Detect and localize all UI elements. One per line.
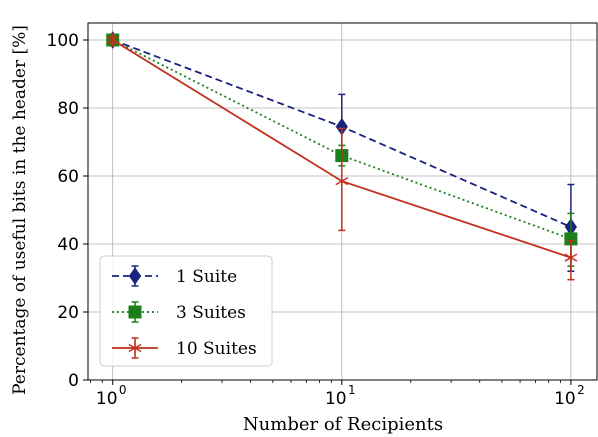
plot-frame <box>87 22 598 381</box>
x-tick-exponent: 1 <box>348 383 356 397</box>
legend-box <box>99 255 273 367</box>
legend-marker <box>128 305 142 319</box>
marker-stroke <box>128 343 142 353</box>
legend-entry: 1 Suite <box>112 265 237 287</box>
marker-stroke <box>564 253 578 262</box>
y-axis-label: Percentage of useful bits in the header … <box>10 25 30 395</box>
x-tick-label: 10 <box>325 389 347 409</box>
y-tick-label: 100 <box>47 31 79 51</box>
x-tick-exponent: 2 <box>577 383 585 397</box>
legend-entry: 10 Suites <box>112 337 257 359</box>
x-tick-exponent: 0 <box>119 383 127 397</box>
x-axis-label: Number of Recipients <box>243 414 443 435</box>
x-tick-label: 10 <box>96 389 118 409</box>
legend-label: 3 Suites <box>176 303 246 323</box>
series-3 <box>106 33 578 281</box>
data-point <box>335 174 349 189</box>
marker-stroke <box>335 176 349 186</box>
legend-entry: 3 Suites <box>112 301 246 323</box>
y-tick-label: 0 <box>68 371 79 391</box>
marker-stroke <box>106 35 120 45</box>
legend-marker <box>128 341 142 355</box>
legend: 1 Suite 3 Suites 10 Suites <box>99 255 273 367</box>
legend-marker <box>128 267 142 285</box>
data-point <box>106 33 120 47</box>
x-tick-label: 10 <box>554 389 576 409</box>
series-group <box>106 31 578 281</box>
legend-label: 10 Suites <box>176 339 257 359</box>
legend-label: 1 Suite <box>176 267 237 287</box>
y-tick-label: 60 <box>57 167 79 187</box>
y-tick-label: 20 <box>57 303 79 323</box>
data-point <box>564 250 578 265</box>
y-tick-label: 80 <box>57 99 79 119</box>
y-tick-label: 40 <box>57 235 79 255</box>
